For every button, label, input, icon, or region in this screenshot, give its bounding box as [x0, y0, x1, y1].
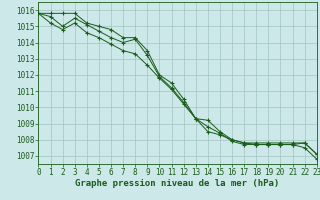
- X-axis label: Graphe pression niveau de la mer (hPa): Graphe pression niveau de la mer (hPa): [76, 179, 280, 188]
